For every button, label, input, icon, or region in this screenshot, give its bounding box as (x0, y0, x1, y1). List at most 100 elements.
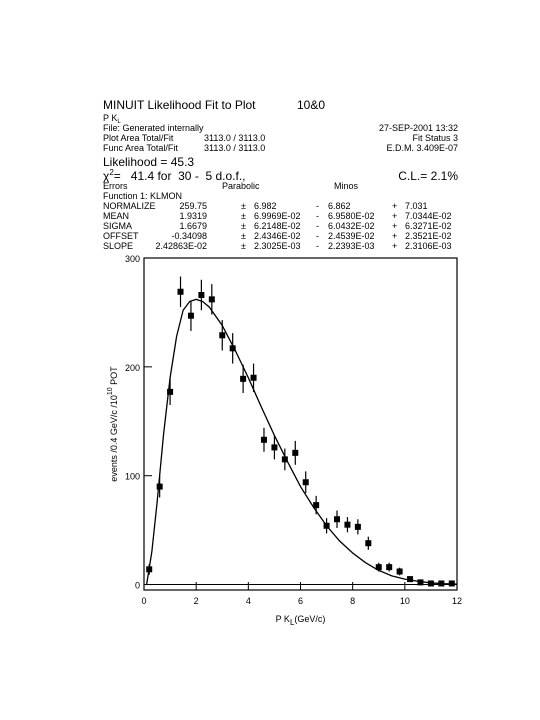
function-name: Function 1: KLMON (103, 191, 182, 201)
table-cell: ± (241, 231, 246, 241)
errors-heading: Errors (103, 181, 128, 191)
table-cell: 2.3025E-03 (254, 241, 301, 251)
table-cell: ± (241, 221, 246, 231)
data-point (250, 374, 257, 381)
y-tick-label: 300 (125, 254, 140, 264)
x-label-sub: L (290, 618, 295, 627)
plot-id: 10&0 (297, 98, 325, 112)
table-cell: ± (241, 201, 246, 211)
data-point (208, 296, 215, 303)
x-tick-label: 6 (298, 596, 303, 606)
table-cell: 2.2393E-03 (328, 241, 375, 251)
plot-area: 3113.0 / 3113.0 (204, 133, 265, 143)
date: 27-SEP-2001 13:32 (379, 123, 458, 133)
table-cell: - (316, 241, 319, 251)
data-point (396, 568, 403, 575)
data-point (156, 483, 163, 490)
table-cell: 6.3271E-02 (405, 221, 452, 231)
y-axis-label: events /0.4 GeV/c /1010 POT (107, 366, 119, 482)
data-point (386, 564, 393, 571)
x-tick-label: 0 (141, 596, 146, 606)
y-tick-label: 0 (135, 581, 140, 591)
chi-text: = 41.4 for 30 - 5 d.o.f., (114, 169, 246, 183)
table-cell: 7.0344E-02 (405, 211, 452, 221)
edm: E.D.M. 3.409E-07 (386, 143, 458, 153)
chi-symbol: χ (103, 169, 110, 183)
plot-name-sub: L (117, 119, 121, 125)
table-cell: 6.982 (254, 201, 277, 211)
table-cell: + (392, 231, 397, 241)
table-cell: 6.2148E-02 (254, 221, 301, 231)
table-cell: - (316, 221, 319, 231)
data-point (292, 449, 299, 456)
data-point (302, 479, 309, 486)
data-point (229, 345, 236, 352)
data-point (177, 288, 184, 295)
data-point (240, 375, 247, 382)
x-axis-label: P KL(GeV/c) (276, 614, 326, 627)
table-cell: - (316, 211, 319, 221)
y-tick-label: 200 (125, 363, 140, 373)
table-cell: + (392, 221, 397, 231)
plot: P KL(GeV/c) events /0.4 GeV/c /1010 POT … (107, 254, 462, 627)
file: File: Generated internally (103, 123, 204, 133)
table-cell: + (392, 241, 397, 251)
x-tick-label: 8 (350, 596, 355, 606)
table-cell: 1.9319 (179, 211, 207, 221)
chi-sup: 2 (109, 168, 114, 177)
data-point (281, 456, 288, 463)
data-point (354, 523, 361, 530)
plot-name-main: P K (103, 113, 117, 123)
table-cell: 2.4346E-02 (254, 231, 301, 241)
minos-heading: Minos (334, 181, 359, 191)
data-point (271, 444, 278, 451)
table-cell: 2.4539E-02 (328, 231, 375, 241)
table-cell: ± (241, 241, 246, 251)
data-point (219, 332, 226, 339)
parabolic-heading: Parabolic (222, 181, 260, 191)
chi-square: χ2= 41.4 for 30 - 5 d.o.f., (103, 168, 246, 183)
data-point (187, 312, 194, 319)
fit-curve (145, 298, 458, 585)
plot-area-label: Plot Area Total/Fit (103, 133, 174, 143)
table-cell: + (392, 211, 397, 221)
x-tick-label: 2 (194, 596, 199, 606)
table-cell: 6.9580E-02 (328, 211, 375, 221)
y-label-sup: 10 (107, 387, 114, 395)
plot-name: P KL (103, 113, 121, 125)
x-tick-label: 4 (246, 596, 251, 606)
data-point (260, 436, 267, 443)
table-cell: NORMALIZE (103, 201, 156, 211)
table-cell: 6.0432E-02 (328, 221, 375, 231)
confidence-level: C.L.= 2.1% (398, 169, 458, 183)
data-point (365, 540, 372, 547)
table-cell: 259.75 (179, 201, 207, 211)
data-point (375, 564, 382, 571)
fit-status: Fit Status 3 (412, 133, 458, 143)
likelihood: Likelihood = 45.3 (103, 155, 194, 169)
table-cell: 1.6679 (179, 221, 207, 231)
table-cell: ± (241, 211, 246, 221)
table-cell: OFFSET (103, 231, 139, 241)
table-cell: - (316, 231, 319, 241)
table-cell: 6.862 (328, 201, 351, 211)
x-label-main: P K (276, 614, 290, 624)
table-cell: + (392, 201, 397, 211)
y-label-end: POT (109, 366, 119, 388)
table-cell: 7.031 (405, 201, 428, 211)
x-tick-label: 10 (400, 596, 410, 606)
data-point (313, 502, 320, 509)
table-cell: -0.34098 (171, 231, 207, 241)
data-point (334, 516, 341, 523)
data-point (407, 576, 414, 583)
y-label-main: events /0.4 GeV/c /10 (109, 395, 119, 482)
func-area: 3113.0 / 3113.0 (204, 143, 265, 153)
table-cell: - (316, 201, 319, 211)
data-point (167, 388, 174, 395)
data-point (344, 521, 351, 528)
table-cell: 6.9969E-02 (254, 211, 301, 221)
x-label-end: (GeV/c) (294, 614, 325, 624)
table-cell: 2.3106E-03 (405, 241, 452, 251)
